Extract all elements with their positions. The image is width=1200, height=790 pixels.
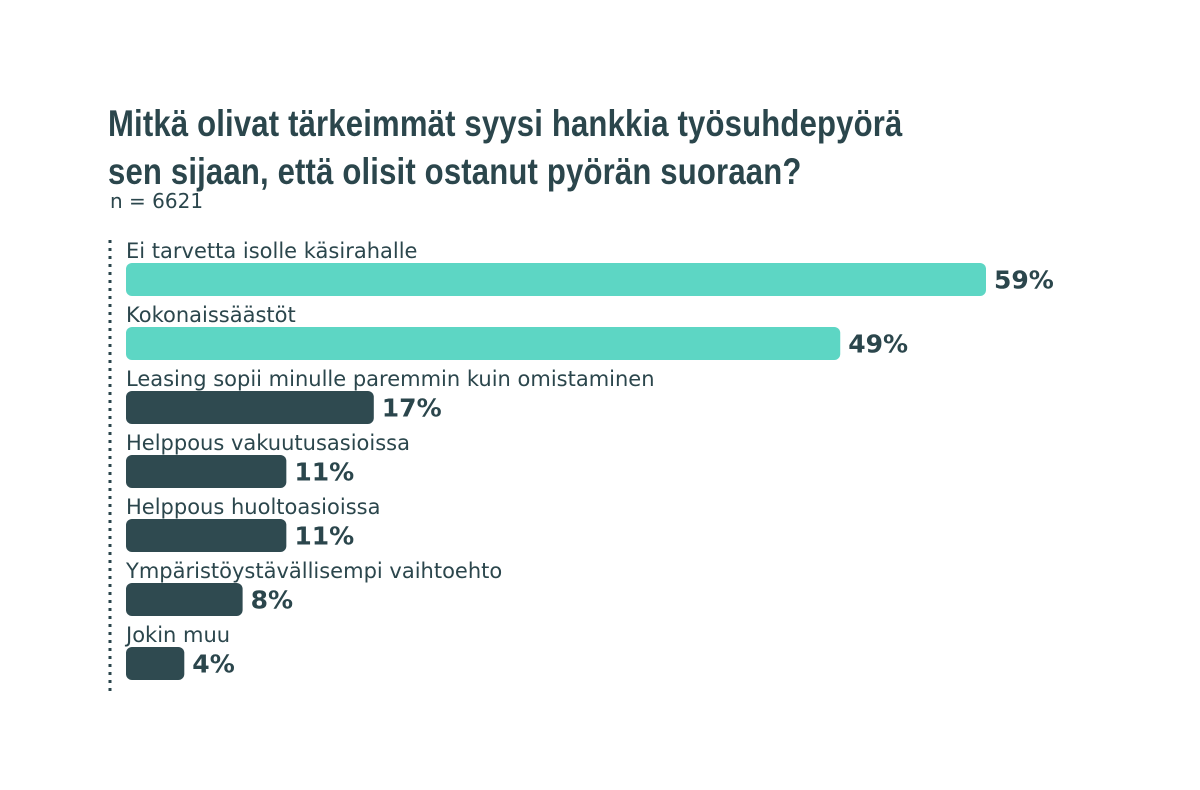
category-label: Ympäristöystävällisempi vaihtoehto — [125, 559, 502, 583]
bar — [126, 519, 287, 552]
value-label: 59% — [994, 266, 1054, 295]
value-label: 8% — [251, 586, 293, 615]
category-label: Leasing sopii minulle paremmin kuin omis… — [126, 367, 655, 391]
sample-size-note: n = 6621 — [110, 189, 204, 213]
category-label: Helppous vakuutusasioissa — [126, 431, 410, 455]
value-label: 4% — [192, 650, 234, 679]
bar — [126, 391, 374, 424]
value-label: 11% — [294, 458, 354, 487]
value-label: 49% — [848, 330, 908, 359]
category-label: Jokin muu — [124, 623, 230, 647]
bar — [126, 647, 185, 680]
value-label: 11% — [294, 522, 354, 551]
value-label: 17% — [382, 394, 442, 423]
category-label: Helppous huoltoasioissa — [126, 495, 380, 519]
bar — [126, 327, 841, 360]
bar — [126, 455, 287, 488]
chart-title: Mitkä olivat tärkeimmät syysi hankkia ty… — [108, 100, 903, 196]
bar — [126, 583, 243, 616]
category-label: Kokonaissäästöt — [126, 303, 296, 327]
bar — [126, 263, 986, 296]
category-label: Ei tarvetta isolle käsirahalle — [126, 239, 417, 263]
chart-title-line-2: sen sijaan, että olisit ostanut pyörän s… — [108, 151, 802, 192]
chart-title-line-1: Mitkä olivat tärkeimmät syysi hankkia ty… — [108, 103, 903, 144]
